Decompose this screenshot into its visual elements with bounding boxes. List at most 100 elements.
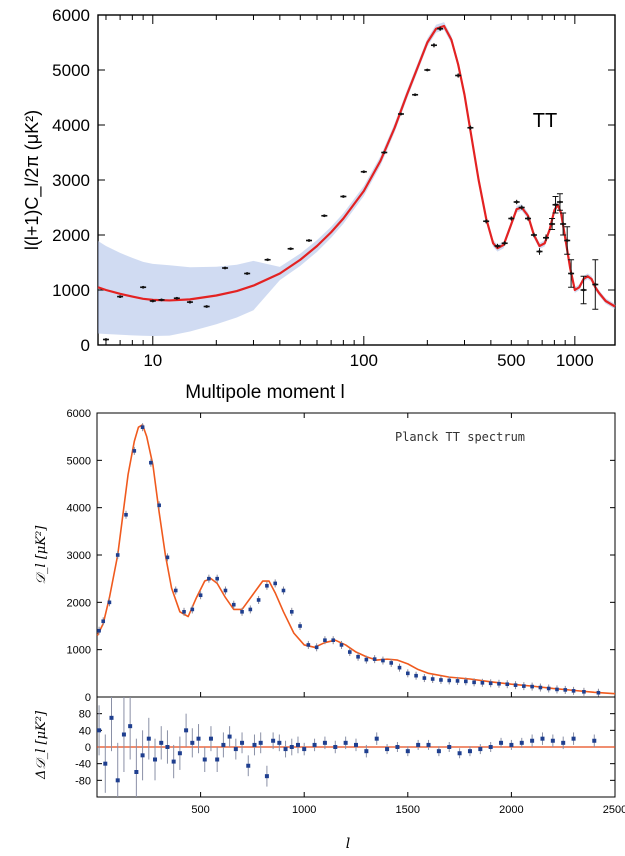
bottom-data-point bbox=[538, 683, 543, 692]
residual-data-point bbox=[240, 732, 245, 754]
residual-data-point bbox=[258, 732, 263, 754]
residual-data-point bbox=[103, 734, 108, 793]
residual-data-point bbox=[140, 730, 145, 781]
bottom-data-point bbox=[101, 617, 106, 626]
residual-data-point bbox=[215, 747, 220, 772]
top-data-point bbox=[306, 239, 313, 242]
residual-y-tick-label: -80 bbox=[75, 775, 91, 787]
residual-y-tick-label: 0 bbox=[85, 742, 91, 754]
bottom-data-point bbox=[464, 677, 468, 686]
top-uncertainty-band bbox=[98, 22, 615, 336]
bottom-y-tick-labels: 0 1000 2000 3000 4000 5000 6000 bbox=[67, 408, 91, 704]
residual-data-point bbox=[196, 724, 201, 754]
bottom-data-point bbox=[447, 676, 452, 685]
residual-data-point bbox=[436, 746, 441, 757]
bottom-data-point bbox=[207, 574, 211, 583]
residual-data-point bbox=[354, 738, 358, 752]
top-data-point bbox=[412, 93, 419, 97]
residual-data-point bbox=[530, 734, 535, 747]
bottom-y-tick-label: 2000 bbox=[67, 597, 91, 609]
bottom-data-point bbox=[240, 607, 244, 616]
bottom-y-tick-label: 6000 bbox=[67, 408, 91, 420]
top-data-point bbox=[244, 272, 251, 275]
bottom-data-point bbox=[546, 684, 551, 693]
top-data-point bbox=[564, 226, 571, 255]
top-data-point bbox=[102, 338, 109, 341]
top-data-point bbox=[360, 170, 367, 174]
top-axis-ticks bbox=[98, 14, 615, 346]
residual-data-point bbox=[395, 742, 400, 752]
residual-data-point bbox=[405, 746, 410, 757]
residual-data-point bbox=[146, 717, 151, 760]
top-data-point bbox=[508, 216, 515, 221]
top-data-point bbox=[430, 43, 437, 48]
top-data-point bbox=[424, 68, 431, 72]
top-x-tick-label: 10 bbox=[143, 351, 162, 370]
bottom-data-point bbox=[347, 648, 352, 657]
top-y-tick-label: 2000 bbox=[52, 226, 90, 245]
top-y-tick-label: 6000 bbox=[52, 6, 90, 25]
top-data-point bbox=[397, 112, 404, 116]
bottom-data-point bbox=[273, 579, 277, 588]
residual-y-tick-label: 80 bbox=[79, 709, 91, 721]
residual-data-point bbox=[519, 737, 524, 748]
residual-data-point bbox=[302, 742, 307, 756]
bottom-data-point bbox=[472, 678, 476, 687]
bottom-data-point bbox=[115, 551, 120, 559]
top-data-point bbox=[530, 232, 537, 238]
top-data-point bbox=[173, 296, 180, 300]
residual-y-axis-label: Δ𝒟_l [μK²] bbox=[34, 710, 49, 780]
top-data-point bbox=[542, 234, 549, 242]
residual-data-point bbox=[343, 736, 348, 750]
residual-data-point bbox=[97, 705, 102, 756]
residual-data-point bbox=[416, 739, 421, 750]
bottom-data-point bbox=[140, 423, 145, 432]
bottom-data-point bbox=[497, 679, 501, 688]
top-measurements bbox=[102, 26, 599, 341]
residual-y-tick-label: 40 bbox=[79, 725, 91, 737]
bottom-data-point bbox=[215, 574, 219, 583]
residual-axis-ticks bbox=[97, 713, 616, 797]
bottom-data-point bbox=[488, 679, 493, 688]
top-data-point bbox=[437, 26, 444, 31]
bottom-model-curve-layer bbox=[96, 424, 616, 695]
residual-data-point bbox=[190, 728, 195, 758]
residual-data-point bbox=[283, 740, 288, 758]
bottom-data-point bbox=[331, 636, 336, 645]
top-x-tick-labels: 10 100 500 1000 bbox=[143, 351, 593, 370]
residual-data-point bbox=[289, 738, 294, 756]
bottom-data-point bbox=[414, 671, 418, 680]
bottom-data-point bbox=[165, 553, 170, 562]
residual-data-point bbox=[478, 744, 483, 755]
bottom-data-point bbox=[381, 656, 385, 665]
bottom-annotation: Planck TT spectrum bbox=[395, 430, 525, 444]
top-data-point bbox=[552, 196, 559, 214]
bottom-data-point bbox=[364, 655, 369, 664]
residual-data-point bbox=[488, 742, 493, 752]
top-data-point bbox=[549, 218, 556, 230]
top-data-point bbox=[203, 305, 210, 308]
residual-data-point bbox=[271, 732, 276, 750]
top-y-tick-label: 0 bbox=[81, 336, 90, 355]
top-data-point bbox=[117, 295, 124, 298]
residual-data-point bbox=[447, 742, 452, 752]
residual-y-tick-label: -40 bbox=[75, 759, 91, 771]
residual-data-point bbox=[426, 739, 431, 750]
residual-data-point bbox=[467, 746, 472, 757]
bottom-chart: 0 1000 2000 3000 4000 5000 6000 Planck TT spec… bbox=[34, 408, 616, 704]
bottom-data-point bbox=[480, 678, 485, 687]
top-y-tick-label: 5000 bbox=[52, 61, 90, 80]
residual-data-point bbox=[134, 738, 139, 797]
bottom-data-point bbox=[571, 686, 576, 695]
top-data-point bbox=[560, 212, 567, 236]
residual-data-point bbox=[221, 732, 226, 758]
bottom-data-point bbox=[265, 581, 269, 590]
residual-data-point bbox=[264, 765, 269, 787]
residual-data-point bbox=[171, 744, 176, 779]
bottom-data-point bbox=[298, 622, 302, 630]
residual-data-point bbox=[333, 740, 338, 754]
bottom-data-point bbox=[256, 595, 261, 604]
bottom-data-point bbox=[323, 636, 327, 645]
top-data-point bbox=[186, 300, 193, 304]
